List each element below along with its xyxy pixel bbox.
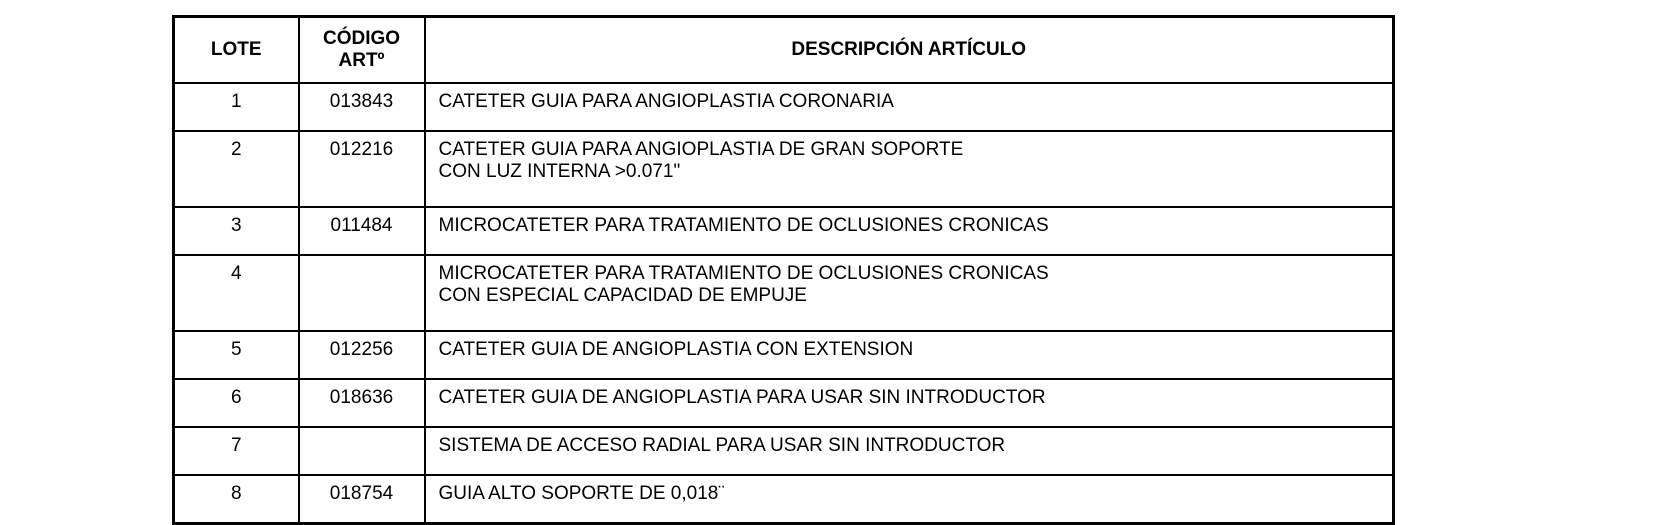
table-row: 4 MICROCATETER PARA TRATAMIENTO DE OCLUSI… <box>172 254 1395 332</box>
description-line: CATETER GUIA DE ANGIOPLASTIA CON EXTENSI… <box>438 339 914 360</box>
description-line: CON ESPECIAL CAPACIDAD DE EMPUJE <box>438 285 807 306</box>
table-row: 1 013843 CATETER GUIA PARA ANGIOPLASTIA CO… <box>172 82 1395 132</box>
header-descripcion: DESCRIPCIÓN ARTÍCULO <box>423 15 1395 84</box>
header-lote: LOTE <box>172 15 300 84</box>
cell-descripcion: CATETER GUIA DE ANGIOPLASTIA CON EXTENSI… <box>423 330 1395 380</box>
cell-codigo: 018636 <box>297 378 426 428</box>
table-row: 5 012256 CATETER GUIA DE ANGIOPLASTIA CON … <box>172 330 1395 380</box>
cell-codigo: 012216 <box>297 130 426 208</box>
description-line: SISTEMA DE ACCESO RADIAL PARA USAR SIN I… <box>438 435 1006 456</box>
cell-codigo <box>297 254 426 332</box>
table-row: 3 011484 MICROCATETER PARA TRATAMIENTO DE … <box>172 206 1395 256</box>
description-line: CATETER GUIA PARA ANGIOPLASTIA CORONARIA <box>438 91 894 112</box>
cell-descripcion: CATETER GUIA PARA ANGIOPLASTIA DE GRAN S… <box>423 130 1395 208</box>
header-codigo-line2: ARTº <box>338 50 385 71</box>
description-line: CATETER GUIA DE ANGIOPLASTIA PARA USAR S… <box>438 387 1046 408</box>
cell-descripcion: MICROCATETER PARA TRATAMIENTO DE OCLUSIO… <box>423 254 1395 332</box>
cell-codigo: 013843 <box>297 82 426 132</box>
table-row: 7 SISTEMA DE ACCESO RADIAL PARA USAR SIN … <box>172 426 1395 476</box>
cell-lote: 3 <box>172 206 300 256</box>
description-line: CON LUZ INTERNA >0.071" <box>438 161 681 182</box>
cell-descripcion: GUIA ALTO SOPORTE DE 0,018¨ <box>423 474 1395 525</box>
cell-codigo: 012256 <box>297 330 426 380</box>
cell-lote: 8 <box>172 474 300 525</box>
description-line: MICROCATETER PARA TRATAMIENTO DE OCLUSIO… <box>438 263 1049 284</box>
cell-lote: 4 <box>172 254 300 332</box>
cell-descripcion: CATETER GUIA PARA ANGIOPLASTIA CORONARIA <box>423 82 1395 132</box>
header-codigo-line1: CÓDIGO <box>322 28 401 49</box>
description-line: CATETER GUIA PARA ANGIOPLASTIA DE GRAN S… <box>438 139 964 160</box>
table-row: 8 018754 GUIA ALTO SOPORTE DE 0,018¨ <box>172 474 1395 525</box>
cell-codigo <box>297 426 426 476</box>
cell-lote: 5 <box>172 330 300 380</box>
cell-codigo: 011484 <box>297 206 426 256</box>
table-row: 6 018636 CATETER GUIA DE ANGIOPLASTIA PARA… <box>172 378 1395 428</box>
cell-lote: 7 <box>172 426 300 476</box>
cell-lote: 2 <box>172 130 300 208</box>
cell-codigo: 018754 <box>297 474 426 525</box>
cell-lote: 6 <box>172 378 300 428</box>
table-row: 2 012216 CATETER GUIA PARA ANGIOPLASTIA DE… <box>172 130 1395 208</box>
header-row: LOTE CÓDIGO ARTº DESCRIPCIÓN ARTÍCULO <box>172 15 1395 84</box>
header-codigo: CÓDIGO ARTº <box>297 15 426 84</box>
cell-descripcion: SISTEMA DE ACCESO RADIAL PARA USAR SIN I… <box>423 426 1395 476</box>
cell-descripcion: MICROCATETER PARA TRATAMIENTO DE OCLUSIO… <box>423 206 1395 256</box>
description-line: GUIA ALTO SOPORTE DE 0,018¨ <box>438 483 725 504</box>
cell-descripcion: CATETER GUIA DE ANGIOPLASTIA PARA USAR S… <box>423 378 1395 428</box>
cell-lote: 1 <box>172 82 300 132</box>
description-line: MICROCATETER PARA TRATAMIENTO DE OCLUSIO… <box>438 215 1049 236</box>
